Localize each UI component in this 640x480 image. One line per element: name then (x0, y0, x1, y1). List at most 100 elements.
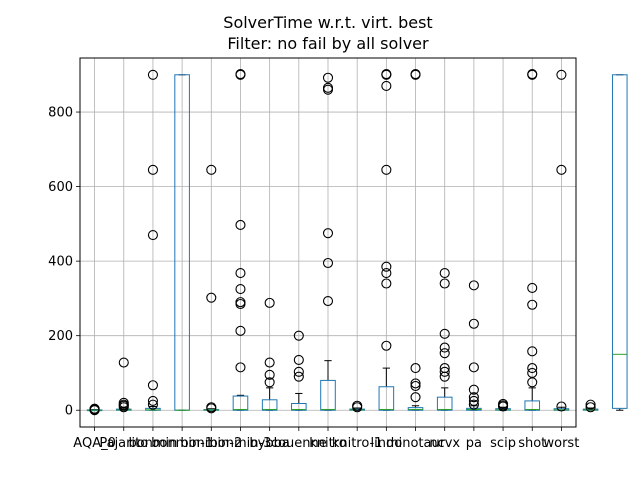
outlier-point (235, 68, 246, 80)
outlier-point (468, 318, 479, 329)
box-bybba (261, 297, 278, 411)
x-axis: AQA_0Pajaritobonminbonmin-1bonmin-2bonmi… (73, 427, 579, 451)
outlier-point (556, 401, 567, 412)
outlier-point (322, 228, 334, 239)
chart-title: SolverTime w.r.t. virt. best (223, 13, 432, 32)
outlier-point (468, 280, 479, 291)
outlier-point (498, 398, 509, 409)
outlier-point (439, 342, 450, 353)
outlier-point (322, 257, 334, 269)
outlier-point (293, 354, 304, 365)
box-undefined (611, 74, 628, 411)
x-tick-label: scip (490, 436, 516, 451)
box-iqr (320, 379, 336, 411)
outlier-point (468, 399, 479, 410)
box-iqr (232, 395, 249, 411)
outlier-point (527, 299, 538, 310)
outlier-point (439, 363, 450, 374)
outlier-point (235, 325, 246, 336)
outlier-point (264, 357, 275, 368)
box-iqr (524, 400, 541, 411)
outlier-point (410, 363, 421, 374)
outlier-point (410, 380, 421, 392)
outlier-point (527, 367, 538, 379)
y-axis: 0 200 400 600 800 (48, 106, 80, 419)
y-tick-label: 800 (48, 106, 73, 121)
outlier-point (235, 297, 246, 308)
y-tick-label: 600 (48, 180, 73, 195)
outlier-point (352, 400, 363, 411)
box-shot (524, 68, 541, 411)
box-worst (553, 69, 570, 412)
y-tick-label: 0 (65, 404, 73, 419)
outlier-point (381, 68, 392, 80)
outlier-point (206, 402, 217, 413)
box-bonmin-1 (174, 74, 190, 411)
outlier-point (118, 357, 129, 368)
outlier-point (147, 399, 158, 410)
outlier-point (585, 402, 596, 413)
box-Pajarito (115, 357, 132, 413)
y-tick-label: 200 (48, 329, 73, 344)
outlier-point (381, 278, 392, 289)
outlier-point (147, 164, 158, 175)
box-pa (466, 280, 482, 411)
outlier-point (468, 392, 479, 403)
outlier-point (468, 362, 479, 373)
outlier-point (381, 164, 392, 175)
outlier-point (147, 229, 158, 241)
outlier-point (527, 346, 538, 357)
outlier-point (381, 80, 392, 92)
x-tick-label: ncvx (429, 436, 460, 451)
outlier-point (118, 397, 129, 408)
outlier-point (468, 395, 479, 406)
outlier-point (439, 348, 450, 359)
box-iqr (261, 399, 278, 411)
x-tick-label: shot (518, 436, 546, 451)
outlier-point (410, 392, 421, 403)
outlier-point (439, 278, 450, 289)
outlier-point (206, 164, 217, 175)
chart-subtitle: Filter: no fail by all solver (227, 34, 429, 53)
outlier-point (293, 366, 304, 377)
box-bonmin-2 (203, 164, 220, 414)
outlier-point (585, 399, 596, 410)
outlier-point (322, 295, 334, 307)
box-bonmin-3 (232, 68, 249, 411)
box-knitro-1 (349, 400, 365, 413)
x-tick-label: knitro (309, 436, 347, 451)
outlier-point (527, 68, 538, 80)
outlier-point (527, 363, 538, 374)
outlier-point (264, 297, 275, 308)
outlier-point (147, 69, 158, 80)
outlier-point (381, 268, 392, 279)
x-tick-label: bonmin-1 (151, 436, 213, 451)
plot-frame (79, 57, 577, 428)
outlier-point (410, 68, 421, 80)
box-scip (495, 398, 511, 412)
outlier-point (322, 82, 334, 93)
x-tick-label: worst (544, 436, 580, 451)
outlier-point (439, 366, 450, 377)
outlier-point (556, 69, 567, 80)
x-tick-label: lindo (371, 436, 403, 451)
outlier-point (89, 403, 100, 414)
box-lindo (378, 68, 395, 411)
outlier-point (381, 261, 392, 272)
outlier-point (410, 378, 421, 389)
outlier-point (293, 330, 304, 341)
x-tick-label: bybba (249, 436, 289, 451)
box-iqr (291, 403, 307, 411)
outlier-point (235, 219, 246, 231)
box-couenne (291, 330, 307, 411)
outlier-point (468, 384, 479, 395)
box-iqr (611, 74, 628, 409)
x-tick-label: knitro-1 (332, 436, 383, 451)
outlier-point (293, 371, 304, 382)
x-tick-label: bonmin-3 (210, 436, 272, 451)
outlier-point (439, 268, 450, 279)
outlier-point (235, 284, 246, 295)
outlier-point (264, 377, 275, 388)
box-knitro (320, 72, 336, 411)
